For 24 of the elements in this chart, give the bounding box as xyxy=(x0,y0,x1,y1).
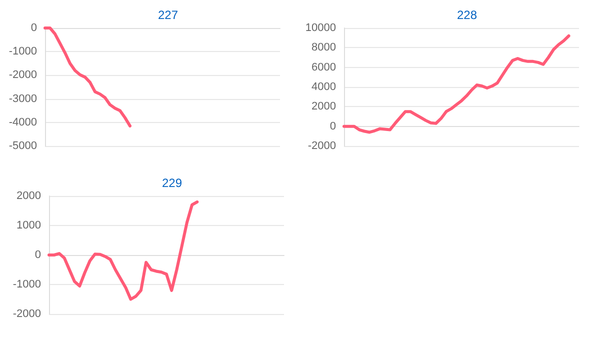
line-series xyxy=(48,200,199,301)
y-tick-label: -4000 xyxy=(8,116,37,128)
y-tick-label: 0 xyxy=(30,22,37,34)
y-tick-label: -1000 xyxy=(12,278,41,290)
y-tick-label: 2000 xyxy=(16,190,41,202)
y-tick-label: 8000 xyxy=(312,42,336,54)
chart-title: 229 xyxy=(162,176,182,190)
y-tick-label: -1000 xyxy=(8,46,37,58)
y-tick-label: 6000 xyxy=(312,61,336,74)
y-tick-label: -2000 xyxy=(308,140,336,152)
line-series xyxy=(44,26,132,128)
y-tick-label: 10000 xyxy=(305,22,336,34)
y-tick-label: -5000 xyxy=(8,140,37,152)
chart-title: 227 xyxy=(158,8,178,22)
y-tick-label: 0 xyxy=(330,120,336,132)
y-tick-label: 2000 xyxy=(312,100,336,113)
line-series xyxy=(342,34,570,134)
chart-title: 228 xyxy=(456,8,478,22)
y-tick-label: 4000 xyxy=(312,81,336,93)
y-tick-label: 0 xyxy=(34,249,41,261)
y-tick-label: -2000 xyxy=(8,69,37,82)
y-tick-label: 1000 xyxy=(16,220,41,232)
y-tick-label: -3000 xyxy=(8,92,37,105)
y-tick-label: -2000 xyxy=(12,308,41,320)
